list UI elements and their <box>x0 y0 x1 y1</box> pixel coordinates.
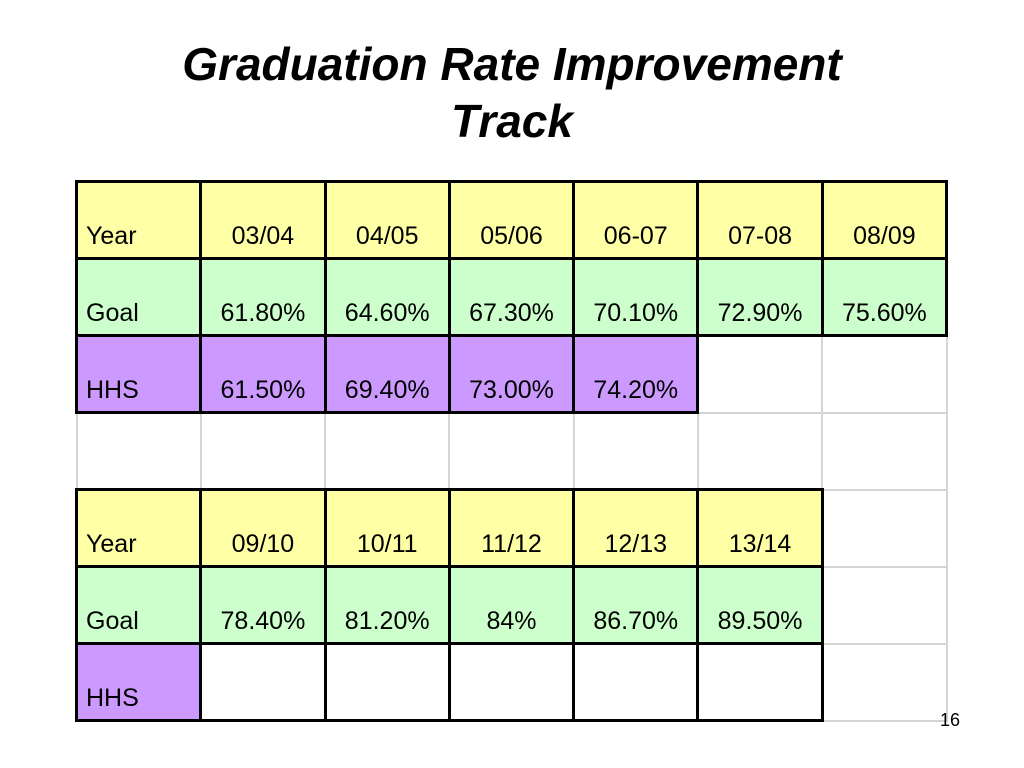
year-cell: 07-08 <box>696 180 824 260</box>
empty-hhs-cell <box>323 642 451 722</box>
year-cell: 13/14 <box>696 488 824 568</box>
row-label-hhs: HHS <box>74 334 203 414</box>
empty-cell <box>199 411 327 491</box>
empty-hhs-cell <box>696 642 824 722</box>
goal-cell: 70.10% <box>572 257 700 337</box>
table-row-goal-1: Goal 61.80% 64.60% 67.30% 70.10% 72.90% … <box>74 257 949 337</box>
empty-cell <box>448 411 575 491</box>
empty-cell <box>821 411 948 491</box>
row-label-goal: Goal <box>74 565 203 645</box>
empty-hhs-cell <box>447 642 576 722</box>
goal-cell: 61.80% <box>199 257 327 337</box>
year-cell: 10/11 <box>323 488 451 568</box>
empty-cell <box>821 565 948 645</box>
graduation-rate-table: Year 03/04 04/05 05/06 06-07 07-08 08/09… <box>74 180 949 722</box>
year-cell: 04/05 <box>323 180 451 260</box>
year-cell: 08/09 <box>820 180 949 260</box>
empty-cell <box>821 334 948 414</box>
goal-cell: 78.40% <box>199 565 327 645</box>
empty-cell <box>696 334 824 414</box>
hhs-cell: 69.40% <box>323 334 451 414</box>
empty-hhs-cell <box>199 642 327 722</box>
empty-cell <box>821 488 948 568</box>
slide-title-line-1: Graduation Rate Improvement <box>182 38 842 90</box>
empty-cell <box>696 411 824 491</box>
empty-cell <box>324 411 451 491</box>
year-cell: 09/10 <box>199 488 327 568</box>
table-row-hhs-2: HHS <box>74 642 948 722</box>
table-row-spacer <box>75 411 948 491</box>
goal-cell: 84% <box>447 565 576 645</box>
goal-cell: 67.30% <box>447 257 576 337</box>
table-row-hhs-1: HHS 61.50% 69.40% 73.00% 74.20% <box>74 334 948 414</box>
goal-cell: 81.20% <box>323 565 451 645</box>
slide-title: Graduation Rate Improvement Track <box>0 36 1024 150</box>
goal-cell: 75.60% <box>820 257 949 337</box>
table-row-year-1: Year 03/04 04/05 05/06 06-07 07-08 08/09 <box>74 180 949 260</box>
page-number: 16 <box>940 710 961 730</box>
hhs-cell: 61.50% <box>199 334 327 414</box>
year-cell: 03/04 <box>199 180 327 260</box>
empty-cell <box>75 411 202 491</box>
row-label-goal: Goal <box>74 257 203 337</box>
hhs-cell: 73.00% <box>447 334 576 414</box>
goal-cell: 64.60% <box>323 257 451 337</box>
table-row-goal-2: Goal 78.40% 81.20% 84% 86.70% 89.50% <box>74 565 948 645</box>
slide-title-line-2: Track <box>451 95 573 147</box>
row-label-year: Year <box>74 488 203 568</box>
year-cell: 12/13 <box>572 488 700 568</box>
table-row-year-2: Year 09/10 10/11 11/12 12/13 13/14 <box>74 488 948 568</box>
row-label-year: Year <box>74 180 203 260</box>
year-cell: 11/12 <box>447 488 576 568</box>
year-cell: 06-07 <box>572 180 700 260</box>
empty-hhs-cell <box>572 642 700 722</box>
goal-cell: 86.70% <box>572 565 700 645</box>
year-cell: 05/06 <box>447 180 576 260</box>
goal-cell: 89.50% <box>696 565 824 645</box>
hhs-cell: 74.20% <box>572 334 700 414</box>
empty-cell <box>572 411 699 491</box>
goal-cell: 72.90% <box>696 257 824 337</box>
row-label-hhs: HHS <box>74 642 203 722</box>
empty-cell <box>821 642 948 722</box>
